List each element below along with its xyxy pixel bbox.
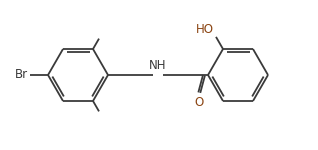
Text: Br: Br (15, 69, 28, 81)
Text: HO: HO (196, 23, 214, 36)
Text: NH: NH (149, 59, 166, 72)
Text: O: O (195, 96, 204, 109)
